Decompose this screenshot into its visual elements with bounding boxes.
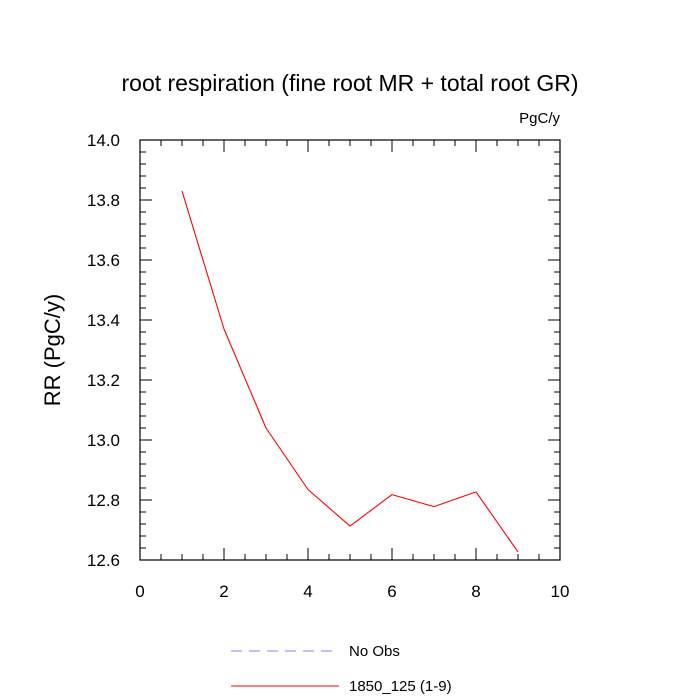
y-tick-label: 13.2: [87, 371, 120, 390]
units-label: PgC/y: [519, 110, 560, 127]
legend-label: No Obs: [349, 643, 400, 660]
x-tick-label: 0: [135, 582, 144, 601]
y-tick-label: 12.8: [87, 491, 120, 510]
x-tick-label: 8: [471, 582, 480, 601]
x-tick-label: 2: [219, 582, 228, 601]
x-tick-label: 6: [387, 582, 396, 601]
plot-frame: [139, 139, 561, 561]
series-layer: [181, 190, 519, 553]
tick-labels-layer: 0 2 4 6 8 10 12.6 12.8 13.0 13.2 13.4 13.6 13.8 14.0: [87, 131, 570, 601]
x-tick-label: 10: [551, 582, 570, 601]
chart-title: root respiration (fine root MR + total r…: [122, 70, 579, 96]
y-tick-label: 12.6: [87, 551, 120, 570]
legend-label: 1850_125 (1-9): [349, 678, 452, 695]
x-tick-label: 4: [303, 582, 312, 601]
y-tick-label: 13.8: [87, 191, 120, 210]
y-tick-label: 13.4: [87, 311, 120, 330]
legend: No Obs 1850_125 (1-9): [231, 643, 452, 695]
y-tick-label: 13.6: [87, 251, 120, 270]
ticks-layer: [139, 139, 561, 561]
y-tick-label: 13.0: [87, 431, 120, 450]
series-line: [181, 190, 519, 553]
y-tick-label: 14.0: [87, 131, 120, 150]
y-axis-label: RR (PgC/y): [40, 294, 65, 406]
